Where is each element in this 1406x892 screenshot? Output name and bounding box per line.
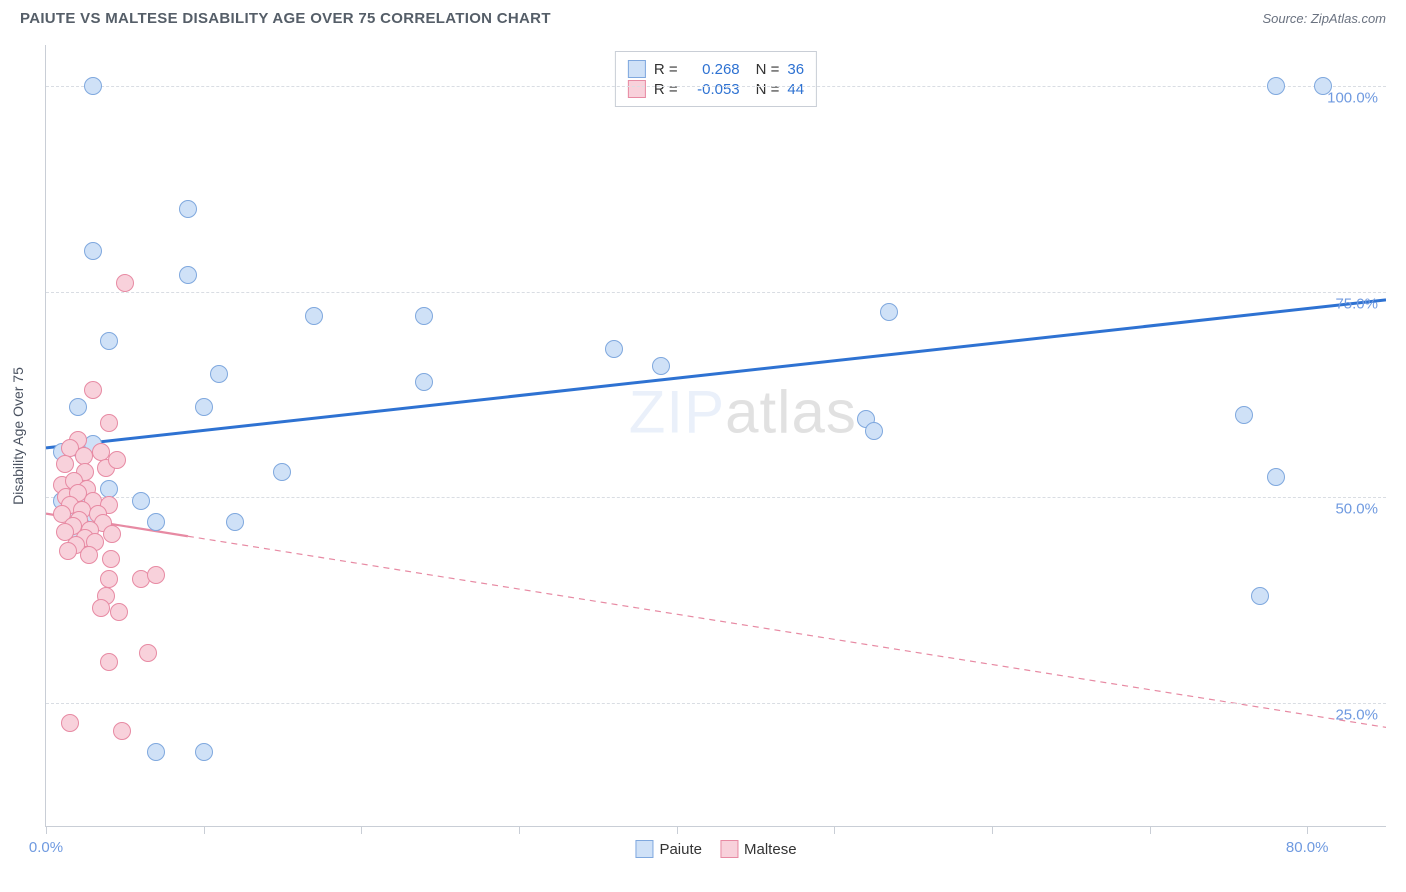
x-tick bbox=[519, 826, 520, 834]
data-point bbox=[652, 357, 670, 375]
x-tick bbox=[677, 826, 678, 834]
data-point bbox=[75, 447, 93, 465]
y-tick-label: 100.0% bbox=[1327, 90, 1378, 107]
data-point bbox=[100, 570, 118, 588]
y-tick-label: 25.0% bbox=[1335, 706, 1378, 723]
y-tick-label: 75.0% bbox=[1335, 295, 1378, 312]
legend-item: Maltese bbox=[720, 840, 797, 858]
data-point bbox=[147, 566, 165, 584]
trend-lines bbox=[46, 45, 1386, 826]
data-point bbox=[210, 365, 228, 383]
data-point bbox=[100, 332, 118, 350]
x-tick bbox=[204, 826, 205, 834]
data-point bbox=[80, 546, 98, 564]
x-tick bbox=[46, 826, 47, 834]
legend-item: Paiute bbox=[635, 840, 702, 858]
gridline bbox=[46, 703, 1386, 704]
legend-stats: R =0.268N = 36 R =-0.053N = 44 bbox=[615, 51, 817, 107]
data-point bbox=[84, 381, 102, 399]
x-tick bbox=[1307, 826, 1308, 834]
data-point bbox=[139, 644, 157, 662]
data-point bbox=[147, 743, 165, 761]
data-point bbox=[865, 422, 883, 440]
y-axis-title: Disability Age Over 75 bbox=[10, 367, 26, 505]
data-point bbox=[92, 599, 110, 617]
data-point bbox=[195, 743, 213, 761]
data-point bbox=[226, 513, 244, 531]
data-point bbox=[59, 542, 77, 560]
x-tick bbox=[992, 826, 993, 834]
chart-title: PAIUTE VS MALTESE DISABILITY AGE OVER 75… bbox=[20, 10, 551, 27]
data-point bbox=[1267, 77, 1285, 95]
x-tick-label: 80.0% bbox=[1286, 839, 1329, 856]
x-tick bbox=[834, 826, 835, 834]
data-point bbox=[84, 77, 102, 95]
data-point bbox=[116, 274, 134, 292]
data-point bbox=[305, 307, 323, 325]
data-point bbox=[147, 513, 165, 531]
chart-header: PAIUTE VS MALTESE DISABILITY AGE OVER 75… bbox=[0, 0, 1406, 32]
data-point bbox=[100, 480, 118, 498]
legend-series: Paiute Maltese bbox=[635, 840, 796, 858]
legend-stat-row: R =-0.053N = 44 bbox=[628, 80, 804, 98]
data-point bbox=[56, 455, 74, 473]
legend-stat-row: R =0.268N = 36 bbox=[628, 60, 804, 78]
data-point bbox=[1267, 468, 1285, 486]
data-point bbox=[880, 303, 898, 321]
data-point bbox=[84, 242, 102, 260]
data-point bbox=[69, 398, 87, 416]
data-point bbox=[415, 373, 433, 391]
data-point bbox=[1235, 406, 1253, 424]
y-tick-label: 50.0% bbox=[1335, 501, 1378, 518]
watermark-suffix: atlas bbox=[725, 379, 857, 446]
data-point bbox=[1251, 587, 1269, 605]
data-point bbox=[113, 722, 131, 740]
chart-plot-area: Disability Age Over 75 ZIPatlas R =0.268… bbox=[45, 45, 1386, 827]
data-point bbox=[605, 340, 623, 358]
data-point bbox=[108, 451, 126, 469]
data-point bbox=[195, 398, 213, 416]
data-point bbox=[100, 414, 118, 432]
watermark-prefix: ZIP bbox=[629, 379, 725, 446]
gridline bbox=[46, 292, 1386, 293]
data-point bbox=[415, 307, 433, 325]
watermark: ZIPatlas bbox=[629, 378, 857, 447]
data-point bbox=[61, 714, 79, 732]
data-point bbox=[273, 463, 291, 481]
data-point bbox=[103, 525, 121, 543]
data-point bbox=[179, 200, 197, 218]
data-point bbox=[132, 492, 150, 510]
gridline bbox=[46, 497, 1386, 498]
data-point bbox=[1314, 77, 1332, 95]
data-point bbox=[100, 653, 118, 671]
x-tick bbox=[1150, 826, 1151, 834]
gridline bbox=[46, 86, 1386, 87]
data-point bbox=[110, 603, 128, 621]
data-point bbox=[102, 550, 120, 568]
chart-source: Source: ZipAtlas.com bbox=[1262, 11, 1386, 26]
data-point bbox=[179, 266, 197, 284]
x-tick bbox=[361, 826, 362, 834]
x-tick-label: 0.0% bbox=[29, 839, 63, 856]
